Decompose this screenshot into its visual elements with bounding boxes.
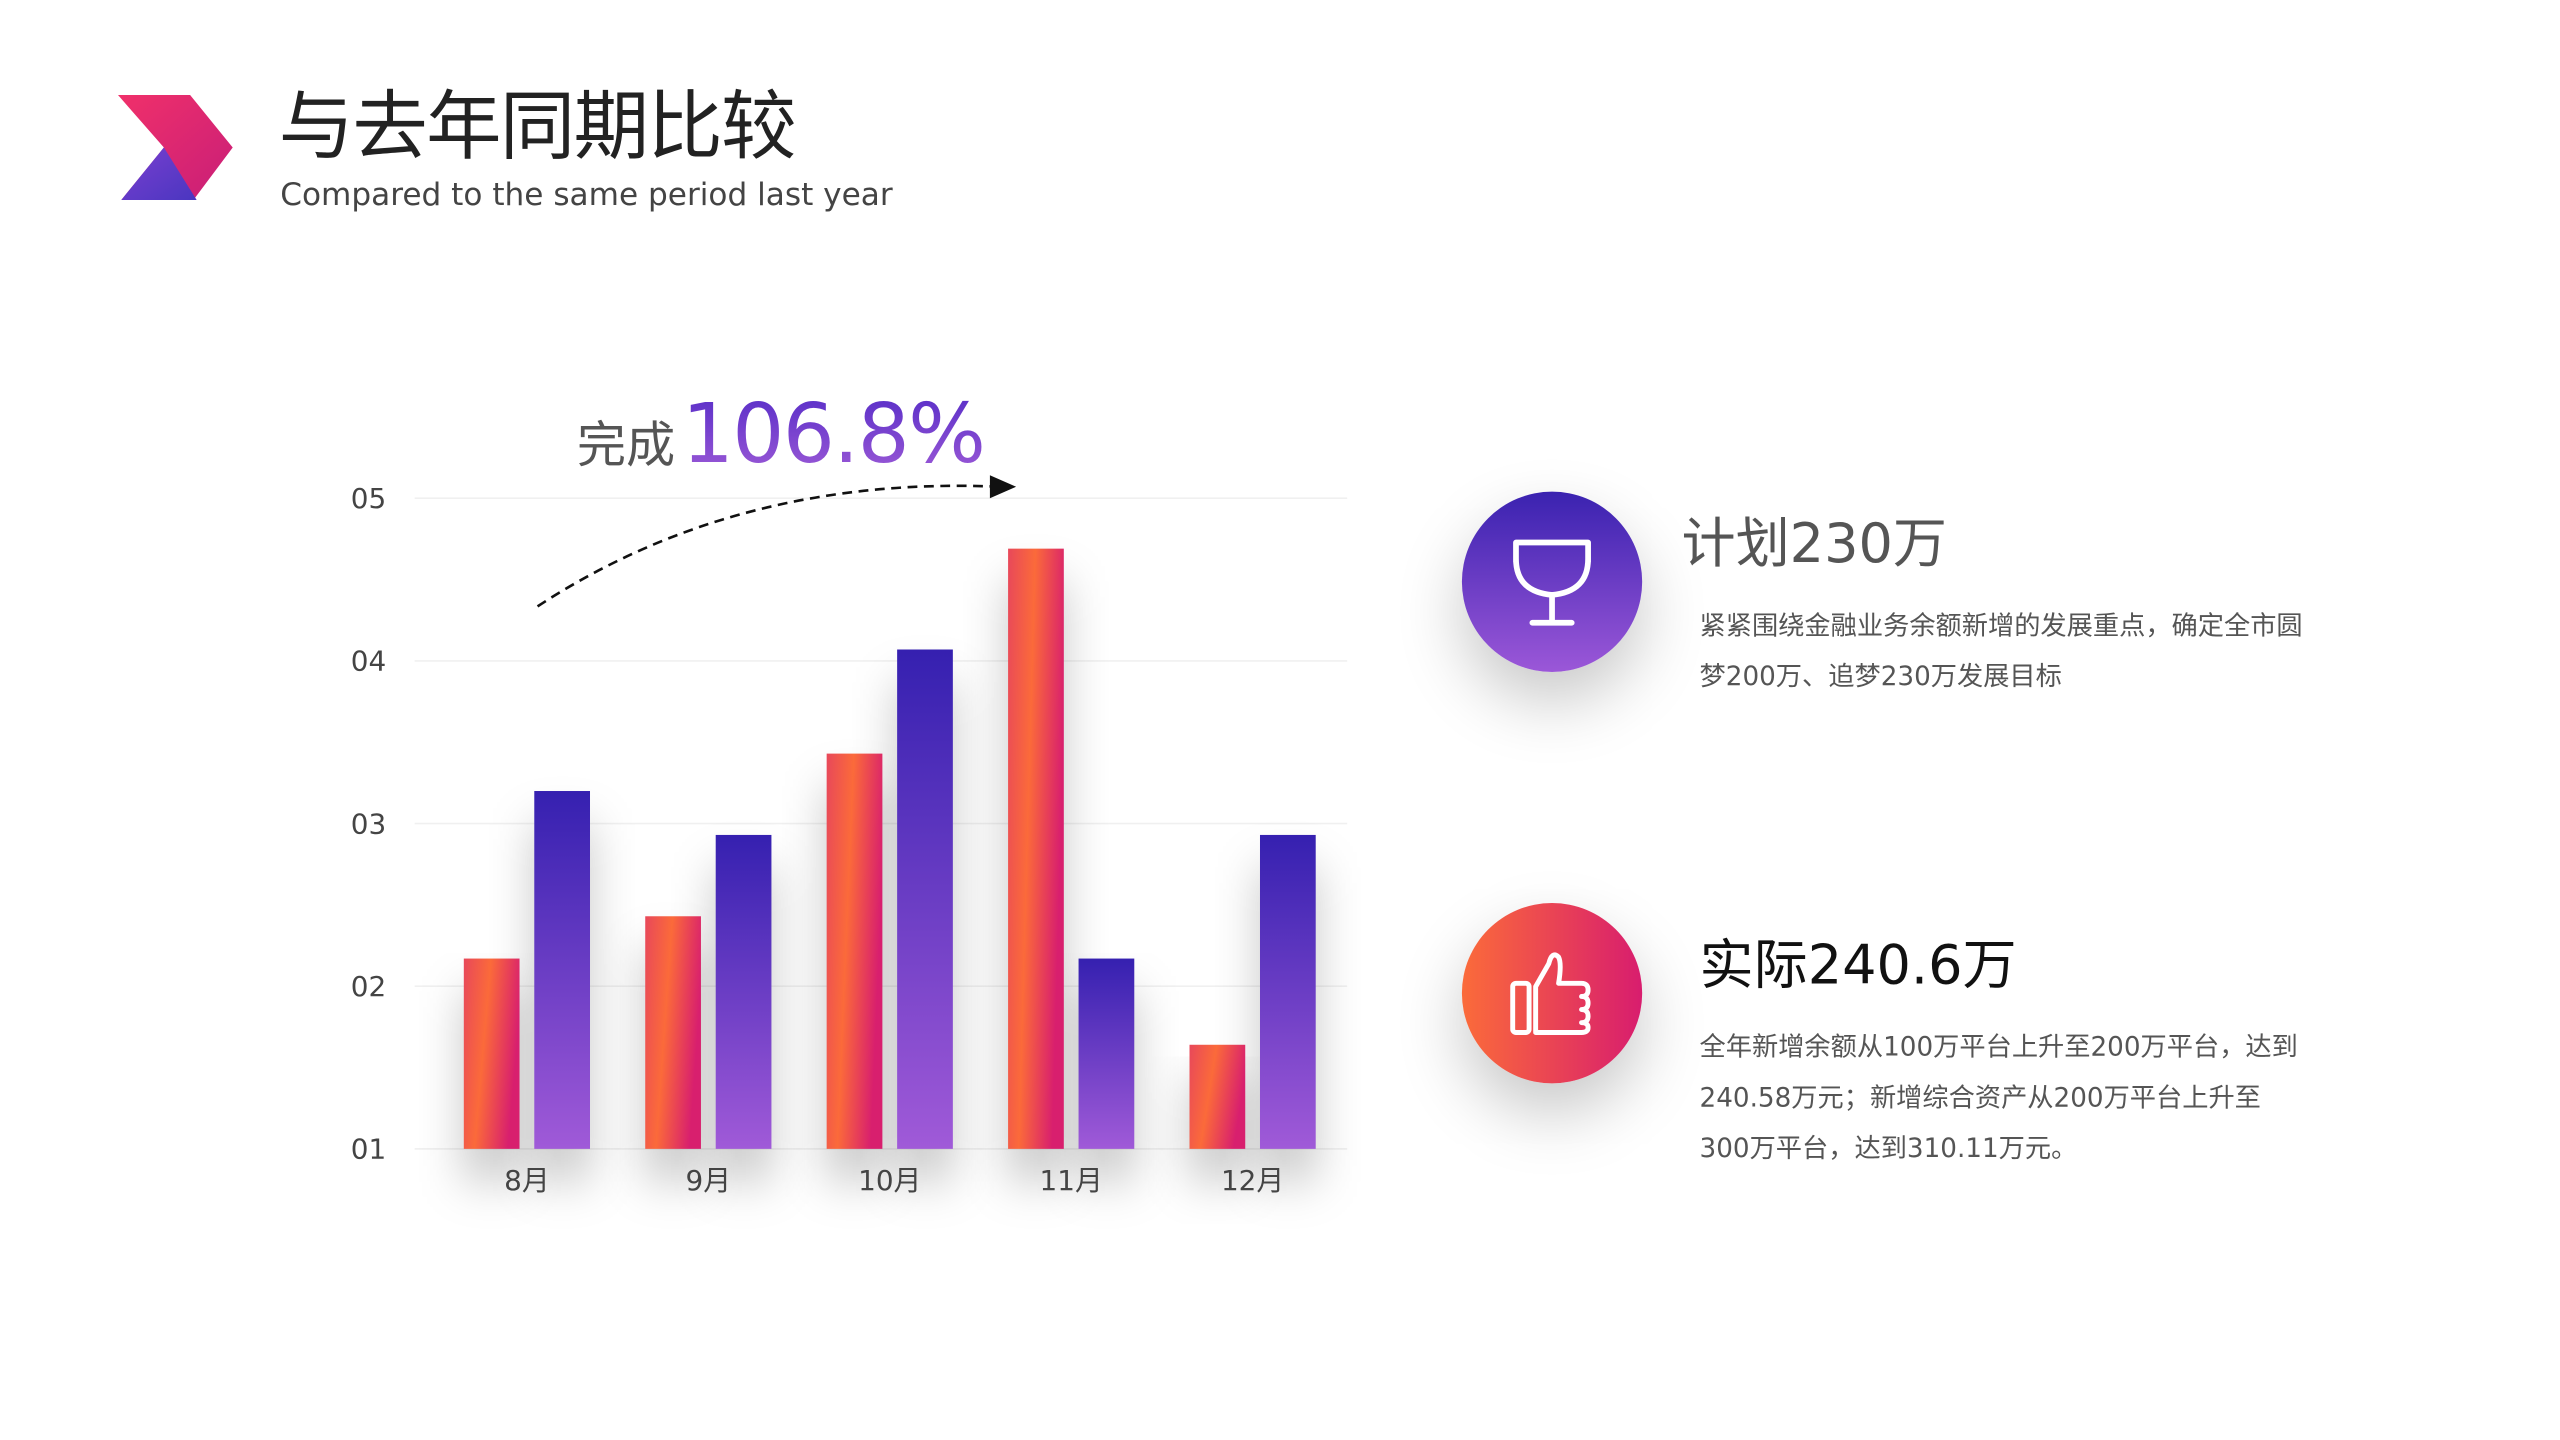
bar	[897, 649, 953, 1149]
y-tick-label: 01	[351, 1133, 386, 1166]
actual-title: 实际240.6万	[1699, 932, 2017, 997]
bar	[463, 958, 520, 1149]
x-tick-label: 8月	[504, 1164, 550, 1197]
trend-arrow-dashed	[536, 484, 1000, 608]
page-title: 与去年同期比较	[278, 81, 797, 171]
bar	[645, 916, 701, 1149]
y-tick-label: 05	[351, 482, 386, 515]
thumbs-up-badge	[1461, 903, 1643, 1084]
x-tick-label: 10月	[858, 1164, 921, 1197]
bar	[1259, 834, 1316, 1149]
trophy-badge	[1461, 491, 1643, 672]
page-subtitle: Compared to the same period last year	[280, 177, 893, 214]
completion-headline: 完成 106.8%	[576, 386, 986, 482]
completion-prefix: 完成	[576, 417, 676, 476]
y-tick-label: 02	[351, 970, 386, 1003]
x-tick-label: 9月	[686, 1164, 732, 1197]
bar	[1189, 1044, 1246, 1149]
bar	[534, 791, 591, 1149]
arrow-head-icon	[989, 475, 1017, 499]
logo-chevron-icon	[118, 95, 233, 200]
thumbs-up-icon	[1510, 952, 1591, 1035]
actual-description: 全年新增余额从100万平台上升至200万平台，达到240.58万元；新增综合资产…	[1699, 1030, 2298, 1164]
bar	[1078, 958, 1135, 1149]
x-tick-label: 11月	[1040, 1164, 1103, 1197]
trophy-icon	[1513, 539, 1591, 626]
bar-chart: 01 02 03 04 05 8月 9月 10月 11月 12月	[351, 475, 1348, 1197]
plan-description: 紧紧围绕金融业务余额新增的发展重点，确定全市圆梦200万、追梦230万发展目标	[1699, 609, 2303, 692]
completion-value: 106.8%	[681, 386, 986, 482]
x-tick-label: 12月	[1221, 1164, 1284, 1197]
bar	[1008, 548, 1064, 1149]
y-tick-label: 03	[351, 807, 386, 840]
plan-title: 计划230万	[1681, 511, 1948, 576]
bar	[826, 753, 883, 1149]
y-tick-label: 04	[351, 645, 386, 678]
bar	[715, 834, 772, 1149]
